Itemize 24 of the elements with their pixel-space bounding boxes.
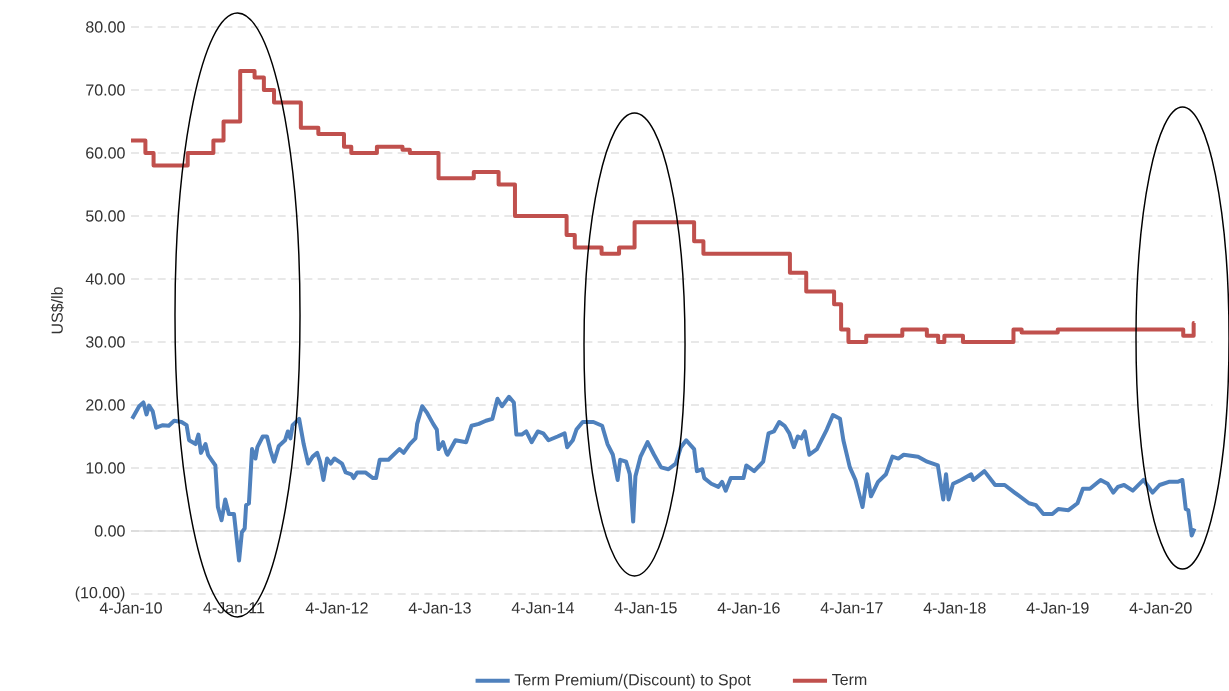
y-axis-title: US$/lb <box>50 287 64 334</box>
y-tick-label: 20.00 <box>86 399 125 411</box>
y-tick-label: 80.00 <box>86 21 125 33</box>
x-tick-label: 4-Jan-13 <box>408 602 471 614</box>
x-tick-label: 4-Jan-12 <box>305 602 368 614</box>
x-tick-label: 4-Jan-10 <box>99 602 162 614</box>
y-tick-label: 40.00 <box>85 273 125 285</box>
y-tick-label: 70.00 <box>86 84 125 96</box>
x-tick-label: 4-Jan-15 <box>614 602 677 614</box>
x-tick-label: 4-Jan-19 <box>1026 602 1089 614</box>
y-tick-label: 50.00 <box>86 210 125 222</box>
x-tick-label: 4-Jan-18 <box>923 602 986 614</box>
y-tick-label: 10.00 <box>86 462 125 474</box>
x-tick-label: 4-Jan-20 <box>1129 602 1192 614</box>
legend-label: Term Premium/(Discount) to Spot <box>514 673 751 689</box>
y-tick-label: 0.00 <box>94 525 125 537</box>
x-tick-label: 4-Jan-14 <box>511 602 574 614</box>
y-tick-label: (10.00) <box>75 586 125 602</box>
line-series <box>130 394 1197 563</box>
y-tick-label: 60.00 <box>86 147 125 159</box>
x-tick-label: 4-Jan-17 <box>820 602 883 614</box>
legend-label: Term <box>832 674 867 686</box>
y-tick-label: 30.00 <box>85 336 125 348</box>
x-tick-label: 4-Jan-16 <box>717 602 780 614</box>
